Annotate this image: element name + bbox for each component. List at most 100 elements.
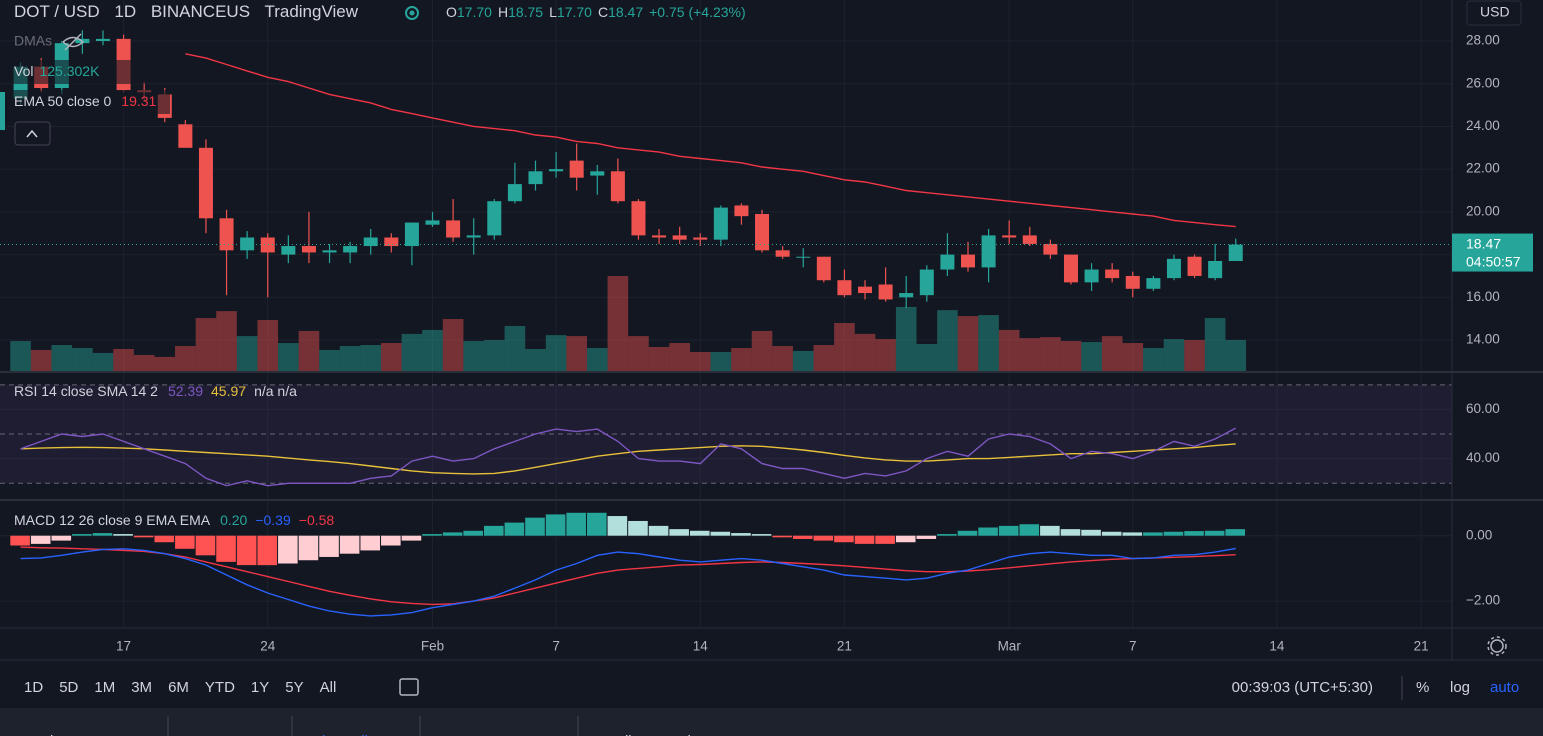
candle-body (960, 254, 976, 268)
volume-bar (792, 350, 814, 371)
volume-bar (1019, 338, 1041, 371)
candle-body (404, 222, 419, 247)
candle-body (260, 237, 275, 253)
candle-body (755, 214, 770, 251)
vol-legend: Vol 125.302K (14, 63, 100, 79)
volume-bar (484, 340, 505, 371)
volume-bar (669, 343, 690, 371)
macd-histogram-bar (463, 530, 483, 536)
candle-body (1043, 243, 1058, 255)
macd-histogram-bar (401, 535, 422, 541)
range-button[interactable]: YTD (205, 679, 235, 696)
bottom-tab[interactable]: Strategy Tester (440, 733, 541, 736)
market-status[interactable] (405, 6, 419, 20)
macd-histogram-bar (1163, 531, 1184, 536)
macd-histogram-bar (319, 535, 339, 557)
bottom-tab[interactable]: Stock Screener (20, 733, 123, 736)
volume-bar (957, 316, 979, 371)
currency-button[interactable] (1466, 0, 1522, 26)
bottom-tab[interactable]: Text Notes (188, 733, 259, 736)
volume-bar (504, 325, 526, 371)
y-tick-label: 20.00 (1466, 203, 1500, 218)
range-button[interactable]: 6M (168, 679, 189, 696)
macd-histogram-bar (586, 512, 607, 536)
selection-marker (0, 92, 5, 130)
candle-body (1063, 254, 1078, 283)
volume-bar (1163, 339, 1185, 371)
gear (1490, 639, 1504, 653)
collapse-button[interactable] (14, 121, 51, 146)
macd-histogram-bar (957, 530, 978, 536)
range-button[interactable]: 3M (131, 679, 152, 696)
macd-histogram-bar (10, 535, 30, 546)
macd-histogram-bar (875, 535, 895, 544)
macd-histogram-bar (92, 533, 113, 536)
candle-body (343, 246, 358, 253)
candle-body (878, 284, 893, 300)
exchange: BINANCEUS (151, 2, 250, 21)
macd-histogram-bar (1081, 529, 1101, 536)
last-price-box (1452, 233, 1533, 272)
macd-histogram-bar (175, 535, 195, 549)
scale-option[interactable]: auto (1490, 679, 1519, 696)
candle-body (322, 250, 337, 253)
source: TradingView (264, 2, 358, 21)
rsi-legend: RSI 14 close SMA 14 2 52.39 45.97 n/a n/a (14, 383, 297, 399)
candle-body (384, 237, 399, 247)
candle-body (899, 293, 914, 298)
volume-bar (875, 339, 896, 371)
macd-histogram-bar (731, 533, 751, 536)
macd-histogram-bar (236, 535, 257, 566)
volume-bar (257, 320, 279, 371)
macd-histogram-bar (216, 535, 236, 562)
ohlc-key: H (498, 4, 508, 20)
macd-histogram-bar (1040, 525, 1060, 536)
rsi-na: n/a n/a (254, 383, 297, 399)
range-button[interactable]: 1M (94, 679, 115, 696)
macd-legend: MACD 12 26 close 9 EMA EMA 0.20 −0.39 −0.58 (14, 512, 334, 528)
last-price-label: 18.47 (1466, 235, 1501, 251)
bottom-tab[interactable]: Pine Editor (312, 733, 385, 736)
volume-bar (813, 345, 835, 371)
macd-histogram-bar (257, 535, 278, 566)
macd-histogram-bar (978, 527, 998, 536)
y-tick-label: 16.00 (1466, 289, 1500, 304)
candle-body (507, 184, 522, 202)
candle-body (219, 218, 234, 251)
x-tick-label: Feb (421, 639, 444, 654)
volume-bar (525, 348, 546, 371)
volume-bar (1122, 343, 1144, 371)
macd-histogram-bar (381, 535, 401, 546)
macd-histogram-bar (30, 535, 51, 544)
scale-option[interactable]: log (1450, 679, 1470, 696)
date-range-icon[interactable] (399, 678, 419, 696)
range-button[interactable]: 1D (24, 679, 43, 696)
range-button[interactable]: All (320, 679, 337, 696)
y-tick-label: −2.00 (1466, 593, 1500, 608)
volume-bar (916, 344, 938, 371)
currency: USD (1480, 4, 1510, 20)
range-button[interactable]: 5D (59, 679, 78, 696)
macd-value: −0.39 (255, 512, 291, 528)
hide-icon[interactable] (62, 33, 85, 51)
candle-body (590, 171, 605, 176)
interval: 1D (114, 2, 136, 21)
market-status-dot (409, 10, 415, 16)
macd-name: MACD 12 26 close 9 EMA EMA (14, 512, 211, 528)
candle-body (610, 171, 625, 202)
macd-histogram-bar (813, 535, 834, 541)
volume-bar (463, 341, 484, 371)
macd-histogram-bar (566, 512, 586, 536)
macd-histogram-bar (669, 529, 689, 536)
range-button[interactable]: 1Y (251, 679, 269, 696)
ohlc-value: 17.70 (557, 4, 592, 20)
scale-option[interactable]: % (1416, 679, 1429, 696)
volume-bar (1184, 340, 1205, 371)
candle-body (652, 235, 667, 238)
settings-icon[interactable] (1487, 636, 1507, 656)
range-button[interactable]: 5Y (285, 679, 303, 696)
bottom-tab[interactable]: Trading Panel (598, 733, 691, 736)
candle-body (446, 220, 461, 238)
